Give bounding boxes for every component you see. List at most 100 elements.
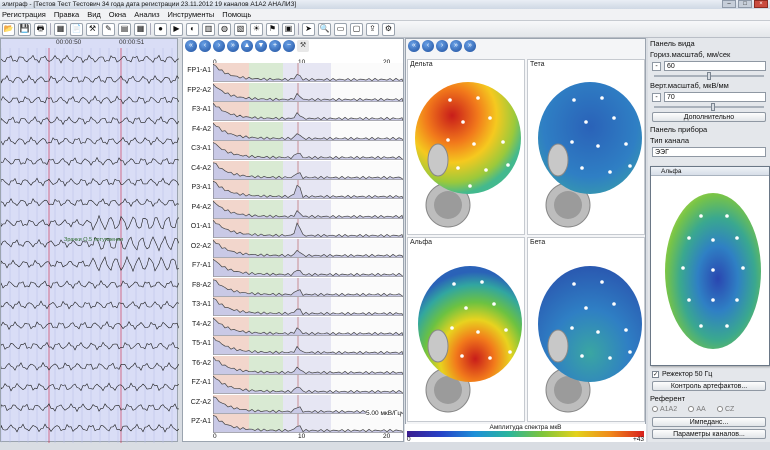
freq-tick-0-bottom: 0 — [213, 433, 217, 440]
spectrum-curve — [213, 355, 403, 375]
referent-cz[interactable]: CZ — [716, 406, 734, 413]
maximize-button[interactable]: □ — [738, 0, 752, 8]
device-panel-header: Панель прибора — [650, 125, 708, 134]
minus-icon[interactable]: - — [652, 61, 661, 71]
expand-icon[interactable]: + — [269, 40, 281, 52]
horiz-scale-label: Гориз.масштаб, мм/сек — [650, 50, 731, 59]
referent-aa[interactable]: AA — [688, 406, 706, 413]
table-icon[interactable]: ▦ — [134, 22, 147, 36]
first-icon[interactable]: « — [185, 40, 197, 52]
spectrum-channel-label: O1-A1 — [190, 223, 211, 230]
open-icon[interactable]: 📂 — [2, 22, 15, 36]
menu-item[interactable]: Регистрация — [2, 10, 46, 19]
freq-tick-10-bottom: 10 — [298, 433, 306, 440]
topomap-panel[interactable]: « ‹ › » » Дельта Тета — [405, 38, 646, 442]
more-button[interactable]: Дополнительно — [652, 112, 766, 122]
spectrum-channel-label: T5-A1 — [191, 340, 211, 347]
report-icon[interactable]: ▣ — [282, 22, 295, 36]
map-title: Тета — [530, 61, 545, 68]
referent-a1a2[interactable]: A1A2 — [652, 406, 677, 413]
stats-icon[interactable]: ▧ — [234, 22, 247, 36]
vert-scale-input[interactable]: 70 — [664, 92, 766, 102]
eeg-trace-panel[interactable]: 00:00:50 00:00:51 Зрачки О.5 потупления — [0, 38, 179, 443]
spectrum-channel-label: F4-A2 — [191, 125, 211, 133]
menu-item[interactable]: Помощь — [222, 10, 252, 19]
montage-icon[interactable]: ▦ — [54, 22, 67, 36]
tools-icon[interactable]: ⚒ — [86, 22, 99, 36]
spectrum-curve — [213, 258, 403, 277]
prev-icon[interactable]: ‹ — [199, 40, 211, 52]
collapse-icon[interactable]: − — [283, 40, 295, 52]
menu-item[interactable]: Вид — [87, 10, 101, 19]
channel-type-select[interactable]: ЭЭГ — [652, 147, 766, 157]
spectrum-curve — [213, 102, 403, 121]
preview-icon[interactable]: ▢ — [350, 22, 363, 36]
impedance-button[interactable]: Импеданс... — [652, 417, 766, 427]
menu-item[interactable]: Инструменты — [167, 10, 215, 19]
play-icon[interactable]: ▶ — [170, 22, 183, 36]
spectrum-curve — [213, 336, 403, 355]
colorbar-label: Амплитуда спектра мкВ — [489, 424, 562, 431]
channel-params-button[interactable]: Параметры каналов... — [652, 429, 766, 439]
prev-icon[interactable]: ‹ — [422, 40, 434, 52]
view-icon[interactable]: ▭ — [334, 22, 347, 36]
minimize-button[interactable]: – — [722, 0, 736, 8]
freq-tick-20-bottom: 20 — [383, 433, 391, 440]
spectrum-curve — [213, 316, 403, 336]
menu-item[interactable]: Анализ — [134, 10, 160, 19]
spectrum-curve — [213, 199, 403, 219]
last-icon[interactable]: » — [450, 40, 462, 52]
head-map-beta — [538, 266, 642, 413]
settings-icon[interactable]: ⚙ — [382, 22, 395, 36]
menu-item[interactable]: Окна — [108, 10, 127, 19]
mapping-icon[interactable]: ◍ — [218, 22, 231, 36]
spectrum-curve — [213, 141, 403, 160]
menu-item[interactable]: Правка — [53, 10, 80, 19]
pointer-icon[interactable]: ➤ — [302, 22, 315, 36]
artifact-control-button[interactable]: Контроль артефактов... — [652, 381, 766, 391]
spectrum-channel-label: C3-A1 — [191, 145, 211, 152]
minus-icon[interactable]: - — [652, 92, 661, 102]
file-icon[interactable]: 📄 — [70, 22, 83, 36]
export-icon[interactable]: ⇪ — [366, 22, 379, 36]
horiz-scale-slider[interactable] — [654, 72, 764, 80]
spectrum-channel-label: F8-A2 — [191, 281, 211, 289]
eeg-time-label: 00:00:50 — [56, 39, 82, 46]
down-icon[interactable]: ▼ — [255, 40, 267, 52]
last-icon[interactable]: » — [227, 40, 239, 52]
grid-icon[interactable]: ▤ — [118, 22, 131, 36]
map-title: Бета — [530, 239, 546, 246]
photostim-icon[interactable]: ☀ — [250, 22, 263, 36]
marker-icon[interactable]: ⚑ — [266, 22, 279, 36]
head-map-theta — [538, 82, 642, 228]
step-icon[interactable]: » — [464, 40, 476, 52]
record-icon[interactable]: ● — [154, 22, 167, 36]
first-icon[interactable]: « — [408, 40, 420, 52]
head-map-alpha-large — [665, 193, 761, 349]
save-icon[interactable]: 💾 — [18, 22, 31, 36]
up-icon[interactable]: ▲ — [241, 40, 253, 52]
alpha-map-popup[interactable]: Альфа — [650, 166, 770, 366]
referent-label: Референт — [650, 394, 686, 403]
edit-icon[interactable]: ✎ — [102, 22, 115, 36]
next-icon[interactable]: › — [213, 40, 225, 52]
head-map-delta — [415, 82, 521, 228]
print-icon[interactable]: 🖶 — [34, 22, 47, 36]
horiz-scale-input[interactable]: 60 — [664, 61, 766, 71]
spectrum-icon[interactable]: ▥ — [202, 22, 215, 36]
notch-filter-checkbox[interactable]: ✓ Режектор 50 Гц — [652, 371, 712, 378]
spectrum-channel-label: FP1-A1 — [187, 67, 211, 74]
check-icon: ✓ — [652, 371, 659, 378]
next-icon[interactable]: › — [436, 40, 448, 52]
zoom-icon[interactable]: 🔍 — [318, 22, 331, 36]
filter-icon[interactable]: ◐ — [186, 22, 199, 36]
spectrum-curve — [213, 180, 403, 199]
vert-scale-slider[interactable] — [654, 103, 764, 111]
close-button[interactable]: × — [754, 0, 768, 8]
map-title: Альфа — [410, 239, 433, 246]
freq-tick-10: 10 — [298, 59, 306, 66]
spectrum-panel[interactable]: « ‹ › » ▲ ▼ + − ⚒ 0 10 20 FP1-A1 FP2-A2 F3… — [182, 38, 404, 442]
spectrum-curve — [213, 219, 403, 238]
spectrum-channel-label: F3-A1 — [191, 106, 211, 113]
tools-icon[interactable]: ⚒ — [297, 40, 309, 52]
